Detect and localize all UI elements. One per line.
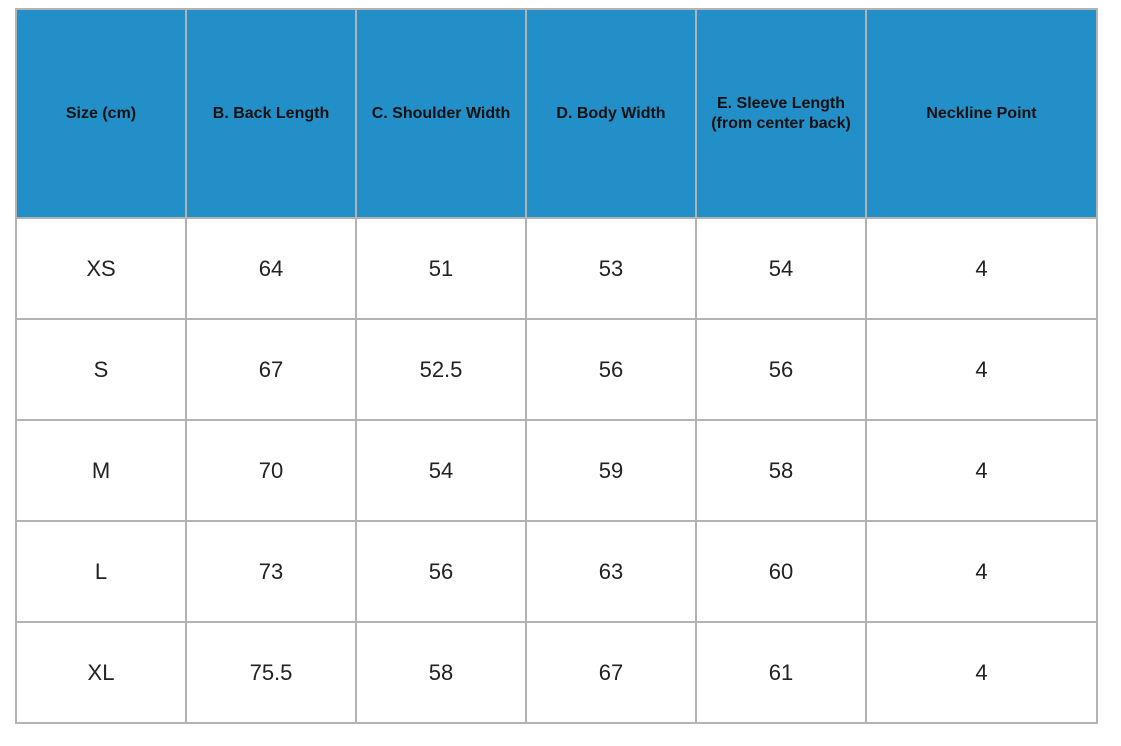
cell-neckline-point: 4 [865, 621, 1098, 724]
header-shoulder-width: C. Shoulder Width [355, 8, 527, 219]
cell-back-length: 70 [185, 419, 357, 522]
cell-back-length: 67 [185, 318, 357, 421]
cell-body-width: 63 [525, 520, 697, 623]
table-row: XL 75.5 58 67 61 4 [15, 621, 1098, 724]
cell-shoulder-width: 58 [355, 621, 527, 724]
header-neckline-point: Neckline Point [865, 8, 1098, 219]
cell-body-width: 59 [525, 419, 697, 522]
cell-back-length: 73 [185, 520, 357, 623]
table-row: XS 64 51 53 54 4 [15, 217, 1098, 320]
cell-size: L [15, 520, 187, 623]
cell-neckline-point: 4 [865, 318, 1098, 421]
cell-shoulder-width: 56 [355, 520, 527, 623]
cell-size: XS [15, 217, 187, 320]
cell-size: XL [15, 621, 187, 724]
cell-sleeve-length: 56 [695, 318, 867, 421]
cell-back-length: 75.5 [185, 621, 357, 724]
cell-sleeve-length: 54 [695, 217, 867, 320]
cell-body-width: 56 [525, 318, 697, 421]
header-back-length: B. Back Length [185, 8, 357, 219]
cell-body-width: 67 [525, 621, 697, 724]
header-row: Size (cm) B. Back Length C. Shoulder Wid… [15, 8, 1098, 219]
cell-sleeve-length: 61 [695, 621, 867, 724]
table-row: L 73 56 63 60 4 [15, 520, 1098, 623]
header-sleeve-length: E. Sleeve Length (from center back) [695, 8, 867, 219]
table-header: Size (cm) B. Back Length C. Shoulder Wid… [15, 8, 1098, 219]
cell-sleeve-length: 60 [695, 520, 867, 623]
cell-back-length: 64 [185, 217, 357, 320]
cell-shoulder-width: 51 [355, 217, 527, 320]
table-row: S 67 52.5 56 56 4 [15, 318, 1098, 421]
size-chart-table: Size (cm) B. Back Length C. Shoulder Wid… [15, 8, 1098, 724]
cell-neckline-point: 4 [865, 520, 1098, 623]
cell-neckline-point: 4 [865, 217, 1098, 320]
cell-shoulder-width: 54 [355, 419, 527, 522]
header-body-width: D. Body Width [525, 8, 697, 219]
table-row: M 70 54 59 58 4 [15, 419, 1098, 522]
cell-size: M [15, 419, 187, 522]
table-body: XS 64 51 53 54 4 S 67 52.5 56 56 4 M 70 … [15, 217, 1098, 724]
cell-shoulder-width: 52.5 [355, 318, 527, 421]
cell-neckline-point: 4 [865, 419, 1098, 522]
header-size: Size (cm) [15, 8, 187, 219]
cell-body-width: 53 [525, 217, 697, 320]
cell-sleeve-length: 58 [695, 419, 867, 522]
cell-size: S [15, 318, 187, 421]
